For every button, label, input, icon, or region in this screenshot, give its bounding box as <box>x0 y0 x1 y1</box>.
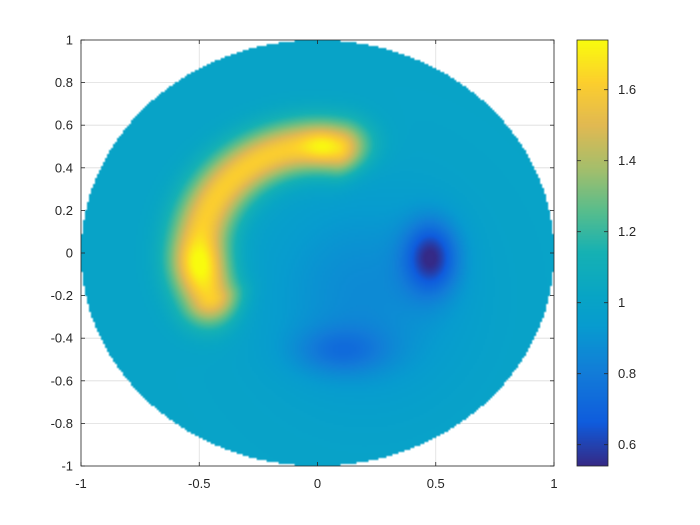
colorbar-tick-label: 1 <box>618 295 625 310</box>
colorbar-tick-label: 0.6 <box>618 437 636 452</box>
x-axis: -1 -0.5 0 0.5 1 <box>75 40 558 491</box>
colorbar-tick-label: 1.2 <box>618 224 636 239</box>
y-axis: -1 -0.8 -0.6 -0.4 -0.2 0 0.2 0.4 0.6 0.8 1 <box>51 33 554 474</box>
y-tick-label: -0.4 <box>51 331 73 346</box>
colorbar-gradient <box>577 40 608 466</box>
x-tick-label: 1 <box>550 476 557 491</box>
y-tick-label: 0.8 <box>55 75 73 90</box>
x-tick-label: -1 <box>75 476 87 491</box>
colorbar-tick-label: 1.6 <box>618 82 636 97</box>
y-tick-label: -0.6 <box>51 373 73 388</box>
y-tick-label: -0.8 <box>51 416 73 431</box>
x-tick-label: 0.5 <box>427 476 445 491</box>
plot-area: -1 -0.5 0 0.5 1 -1 -0.8 -0.6 -0.4 -0.2 0 0.2 0.4 0.6… <box>51 33 558 492</box>
y-tick-label: 0.2 <box>55 203 73 218</box>
y-tick-label: 0.6 <box>55 118 73 133</box>
colorbar-tick-label: 1.4 <box>618 153 636 168</box>
y-tick-label: -1 <box>61 459 73 474</box>
y-tick-label: -0.2 <box>51 288 73 303</box>
colorbar-axis: 0.6 0.8 1 1.2 1.4 1.6 <box>577 82 636 452</box>
colorbar-tick-label: 0.8 <box>618 366 636 381</box>
x-tick-label: -0.5 <box>188 476 210 491</box>
y-tick-label: 0 <box>66 246 73 261</box>
y-tick-label: 0.4 <box>55 160 73 175</box>
colorbar-box <box>576 39 609 467</box>
x-tick-label: 0 <box>314 476 321 491</box>
colorbar: 0.6 0.8 1 1.2 1.4 1.6 <box>576 39 636 467</box>
heatmap-disk <box>81 40 554 466</box>
y-tick-label: 1 <box>66 33 73 48</box>
